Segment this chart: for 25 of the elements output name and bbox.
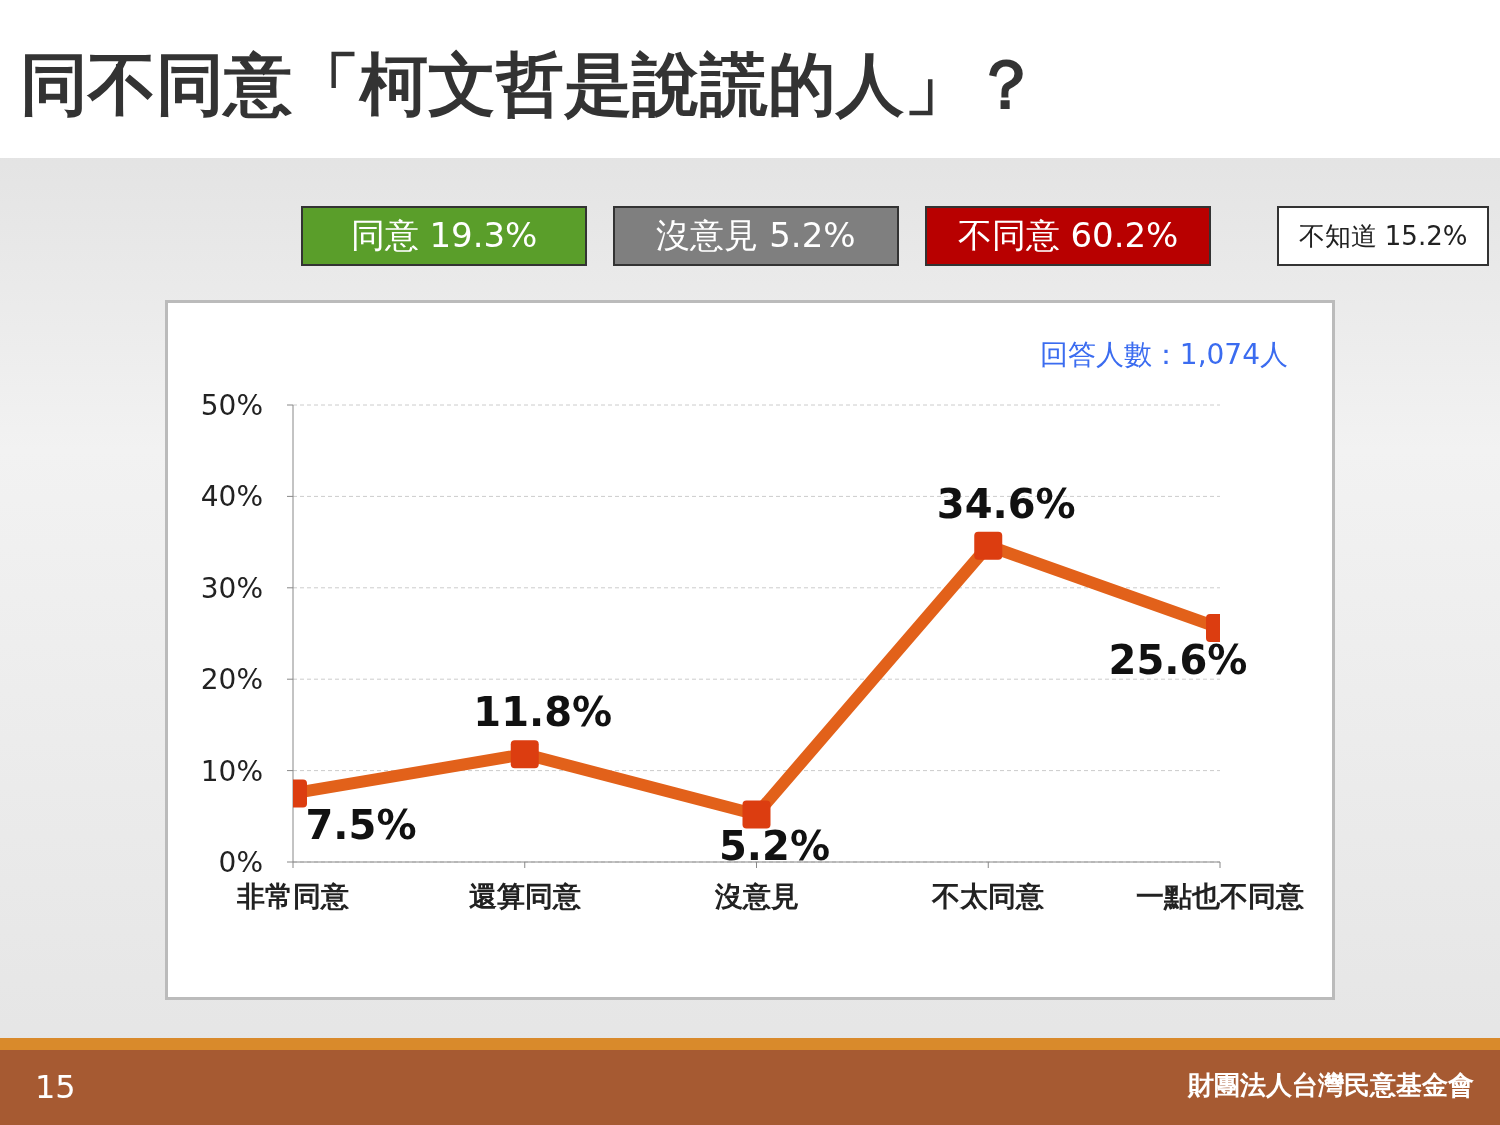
y-tick-label: 30% [200, 571, 263, 605]
data-label: 34.6% [936, 480, 1076, 527]
point [742, 800, 771, 829]
x-tick-label: 一點也不同意 [1136, 879, 1305, 913]
y-tick-label: 50% [200, 388, 263, 422]
text: 不知道 15.2% [1277, 206, 1489, 266]
text: 同意 19.3% [301, 206, 587, 266]
text: 沒意見 5.2% [613, 206, 899, 266]
x-tick-label: 不太同意 [931, 879, 1046, 913]
x-tick-label: 沒意見 [713, 879, 799, 913]
text: 回答人數：1,074人 [1038, 337, 1288, 373]
y-tick-label: 40% [200, 480, 263, 514]
data-label: 25.6% [1108, 637, 1248, 684]
x-tick-label: 還算同意 [468, 879, 582, 913]
data-label: 7.5% [305, 802, 417, 849]
data-label: 11.8% [473, 689, 613, 736]
data-label: 5.2% [719, 823, 830, 870]
chart-title: 同不同意「柯文哲是說謊的人」？ [20, 44, 1040, 126]
y-tick-label: 0% [218, 845, 263, 879]
text: 15 [35, 1068, 76, 1106]
y-tick-label: 10% [200, 754, 263, 788]
text: 不同意 60.2% [925, 206, 1211, 266]
x-tick-label: 非常同意 [236, 879, 350, 913]
y-tick-label: 20% [200, 663, 263, 697]
text: 財團法人台灣民意基金會 [1188, 1069, 1474, 1102]
